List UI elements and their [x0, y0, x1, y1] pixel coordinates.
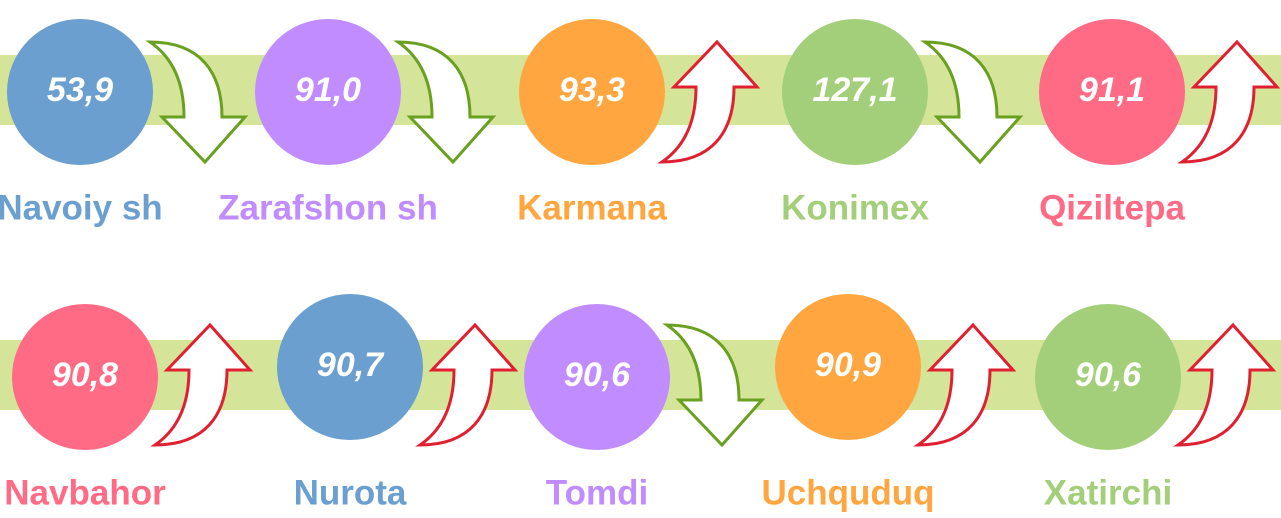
label: Zarafshon sh [218, 188, 438, 227]
arrow-up [913, 322, 1017, 447]
label: Uchquduq [761, 473, 934, 512]
arrow-up [1177, 39, 1281, 164]
label: Tomdi [546, 473, 648, 512]
circle [775, 294, 921, 440]
arrow-down [662, 323, 766, 448]
value: 93,3 [559, 71, 625, 109]
circle [277, 294, 423, 440]
label: Xatirchi [1044, 473, 1172, 512]
circle [1039, 19, 1185, 165]
label: Navoiy sh [0, 188, 163, 227]
value: 90,8 [52, 356, 118, 394]
arrow-up [150, 322, 254, 447]
label: Nurota [294, 473, 407, 512]
value: 91,1 [1079, 71, 1145, 109]
circle [1035, 304, 1181, 450]
label: Qiziltepa [1039, 188, 1185, 227]
value: 127,1 [812, 71, 897, 109]
label: Navbahor [4, 473, 166, 512]
circle [255, 19, 401, 165]
arrow-up [1173, 322, 1277, 447]
label: Karmana [517, 188, 667, 227]
arrow-up [657, 39, 761, 164]
circle [524, 304, 670, 450]
value: 91,0 [295, 71, 361, 109]
arrow-up [415, 322, 519, 447]
value: 53,9 [47, 71, 113, 109]
arrow-down [393, 40, 497, 165]
value: 90,7 [317, 346, 385, 384]
value: 90,9 [815, 346, 881, 384]
label: Konimex [781, 188, 929, 227]
circle [12, 304, 158, 450]
value: 90,6 [1075, 356, 1142, 394]
arrow-down [920, 40, 1024, 165]
circle [519, 19, 665, 165]
arrow-down [145, 40, 249, 165]
circle [7, 19, 153, 165]
value: 90,6 [564, 356, 631, 394]
circle [782, 19, 928, 165]
